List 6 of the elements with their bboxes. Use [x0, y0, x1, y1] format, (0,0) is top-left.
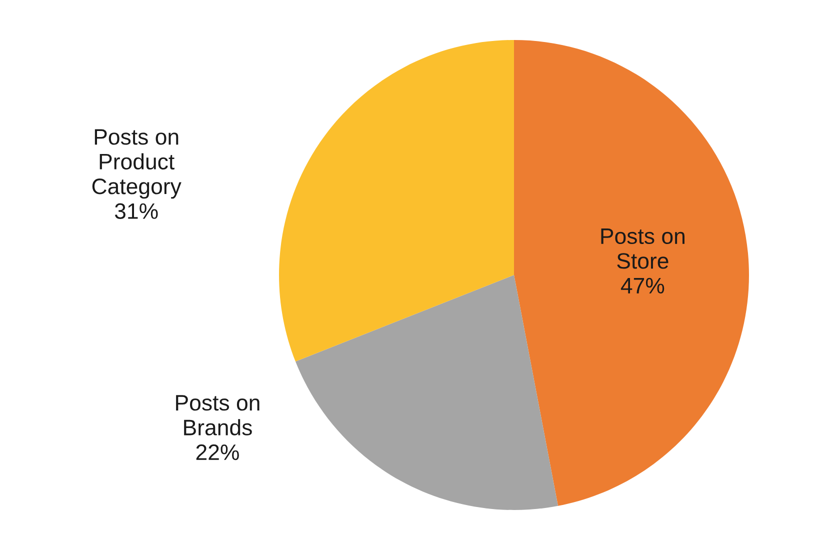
data-label: 22% [196, 444, 239, 460]
slice-label: Posts on Brands [176, 395, 260, 436]
data-label: 47% [620, 278, 664, 294]
slice-label: Posts on Store [601, 228, 684, 269]
data-label: 31% [114, 203, 158, 220]
slice-label: Posts on Product Category [92, 129, 182, 199]
